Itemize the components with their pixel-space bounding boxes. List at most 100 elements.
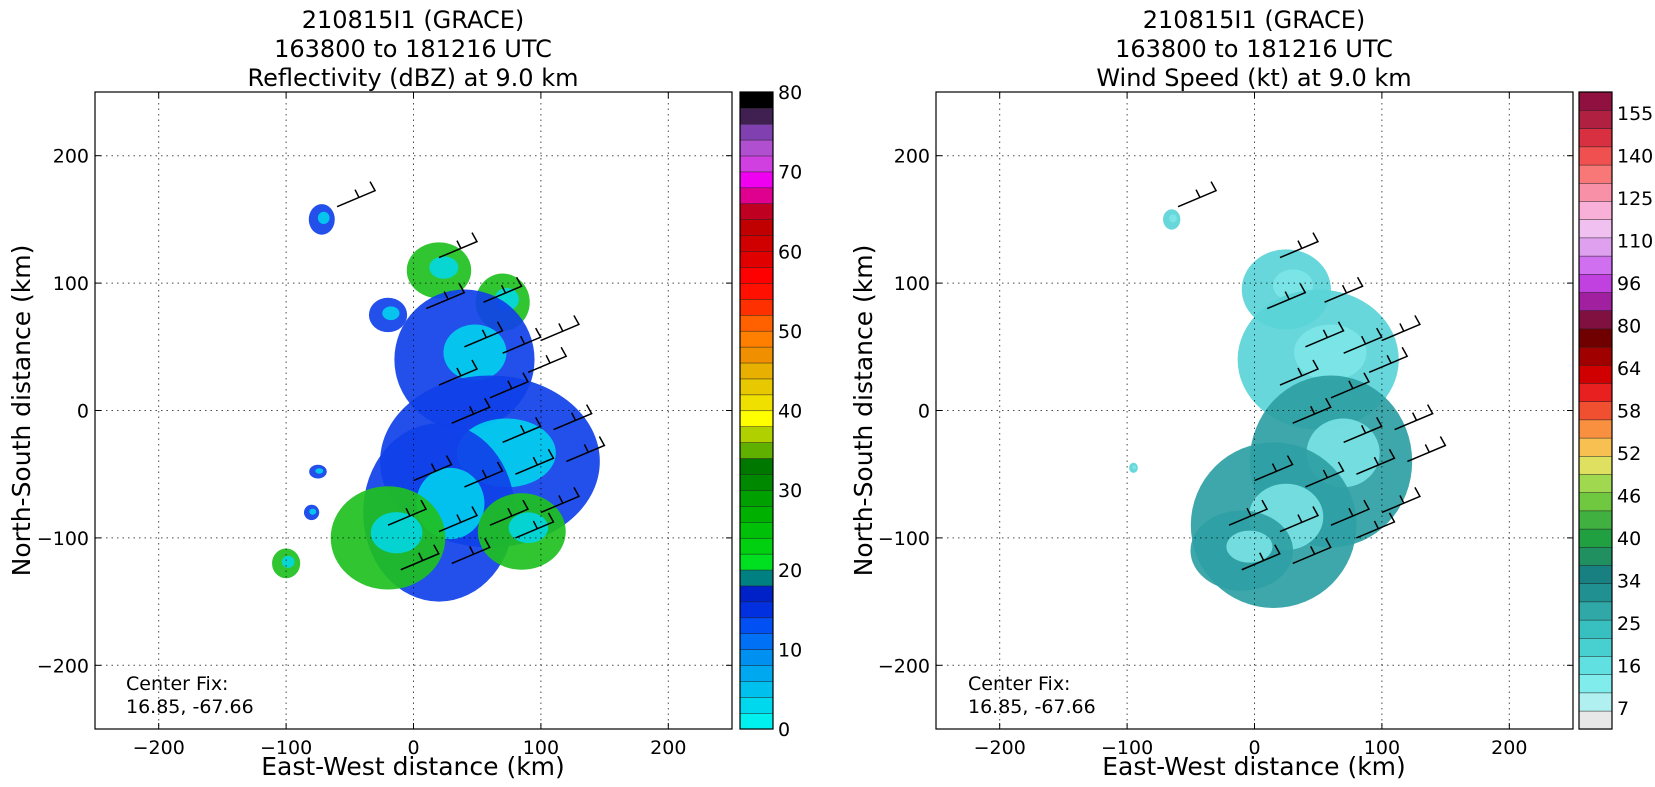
colorbar-swatch (1578, 710, 1613, 730)
colorbar-swatch (1578, 437, 1613, 457)
wind-barb (451, 538, 491, 565)
wind-barb (1279, 359, 1320, 386)
x-tick-label: −100 (260, 737, 312, 759)
colorbar-swatch (1578, 674, 1613, 694)
wind-barb (540, 487, 580, 514)
colorbar-tick-label: 40 (1617, 528, 1641, 550)
colorbar-tick-label: 7 (1617, 698, 1629, 720)
y-tick-label: 0 (918, 401, 930, 423)
wind-barb (336, 181, 377, 208)
colorbar-swatch (739, 617, 774, 635)
colorbar-swatch (739, 346, 774, 364)
x-tick-label: 0 (407, 737, 419, 759)
y-tick-label: 100 (894, 273, 930, 295)
wind-barbs (336, 181, 606, 571)
wind-barb (425, 283, 466, 310)
y-tick-label: −100 (37, 528, 89, 550)
wind-barb (527, 346, 568, 373)
colorbar-swatch (739, 171, 774, 189)
colorbar-swatch (739, 362, 774, 380)
x-tick-label: 200 (1491, 737, 1527, 759)
colorbar-swatch (739, 394, 774, 412)
y-tick-label: 200 (894, 146, 930, 168)
colorbar-swatch (739, 330, 774, 348)
colorbar-swatch (739, 298, 774, 316)
y-tick-label: 200 (53, 146, 89, 168)
wind-barb (1381, 315, 1421, 342)
plot-area (936, 92, 1573, 729)
colorbar-swatch (1578, 583, 1613, 603)
wind-barbs (1177, 181, 1447, 571)
y-tick-label: −200 (878, 655, 930, 677)
colorbar-swatch (739, 649, 774, 666)
echo-core (429, 256, 459, 279)
wind-barb (1368, 346, 1409, 373)
colorbar-swatch (1578, 291, 1613, 311)
colorbar-tick-label: 140 (1617, 146, 1653, 168)
colorbar-swatch (739, 505, 774, 523)
colorbar-swatch (739, 107, 774, 125)
colorbar-swatch (1578, 692, 1613, 712)
colorbar-swatch (1578, 164, 1613, 184)
colorbar-tick-label: 80 (778, 82, 802, 104)
wind-barb (1254, 455, 1294, 482)
colorbar-swatch (739, 696, 774, 714)
colorbar-swatch (739, 203, 774, 220)
wind-barb (1324, 276, 1364, 303)
colorbar-swatch (739, 282, 774, 300)
colorbar-swatch (739, 426, 774, 443)
colorbar-swatch (739, 314, 774, 332)
title-line-1: 210815I1 (GRACE) (302, 6, 525, 34)
wind-barb (489, 499, 530, 526)
wind-barb (438, 232, 479, 259)
wind-speed-panel: 210815I1 (GRACE) 163800 to 181216 UTC Wi… (849, 6, 1653, 781)
colorbar-tick-label: 64 (1617, 358, 1641, 380)
colorbar-swatch (739, 585, 774, 603)
colorbar-tick-label: 0 (778, 719, 790, 741)
echo-core (370, 512, 423, 554)
colorbar-swatch (739, 139, 774, 157)
colorbar-swatch (1578, 419, 1613, 439)
wind-barb (464, 461, 504, 488)
colorbar-swatch (1578, 364, 1613, 384)
echo-core (1226, 530, 1273, 563)
echo-core (309, 508, 317, 515)
y-tick-label: 0 (77, 401, 89, 423)
wind-barb (489, 372, 530, 399)
colorbar: 7 16 25 34 40 46 52 58 64 80 96 110 125 140 155 (1578, 91, 1653, 730)
colorbar-swatch (739, 680, 774, 698)
wind-barb (1292, 538, 1332, 565)
wind-barb (1305, 461, 1345, 488)
colorbar-swatch (1578, 528, 1613, 548)
colorbar-swatch (1578, 564, 1613, 584)
colorbar-swatch (1578, 510, 1613, 530)
wind-barb (515, 512, 555, 539)
colorbar-swatch (1578, 546, 1613, 566)
colorbar-frame (1578, 91, 1613, 730)
y-axis-label: North-South distance (km) (7, 245, 36, 577)
wind-barb (540, 315, 580, 342)
colorbar-swatch (739, 155, 774, 173)
y-tick-label: 100 (53, 273, 89, 295)
colorbar-tick-label: 60 (778, 241, 802, 263)
colorbar-swatch (739, 219, 774, 236)
colorbar-tick-label: 20 (778, 560, 802, 582)
colorbar-swatch (739, 235, 774, 252)
colorbar-swatch (1578, 328, 1613, 348)
colorbar-swatch (739, 553, 774, 571)
center-fix-label: Center Fix: (968, 673, 1070, 695)
colorbar-tick-label: 70 (778, 162, 802, 184)
colorbar-swatch (739, 601, 774, 619)
colorbar-swatch (1578, 492, 1613, 512)
wind-barb (1343, 416, 1383, 444)
x-tick-label: −100 (1101, 737, 1153, 759)
echo-core (281, 555, 295, 568)
wind-barb (1356, 448, 1396, 475)
wind-barb (1228, 499, 1269, 526)
colorbar-swatch (739, 442, 774, 459)
colorbar-tick-label: 96 (1617, 273, 1641, 295)
wind-barb (483, 276, 523, 303)
wind-barb (566, 436, 606, 463)
wind-barb (1177, 181, 1218, 208)
